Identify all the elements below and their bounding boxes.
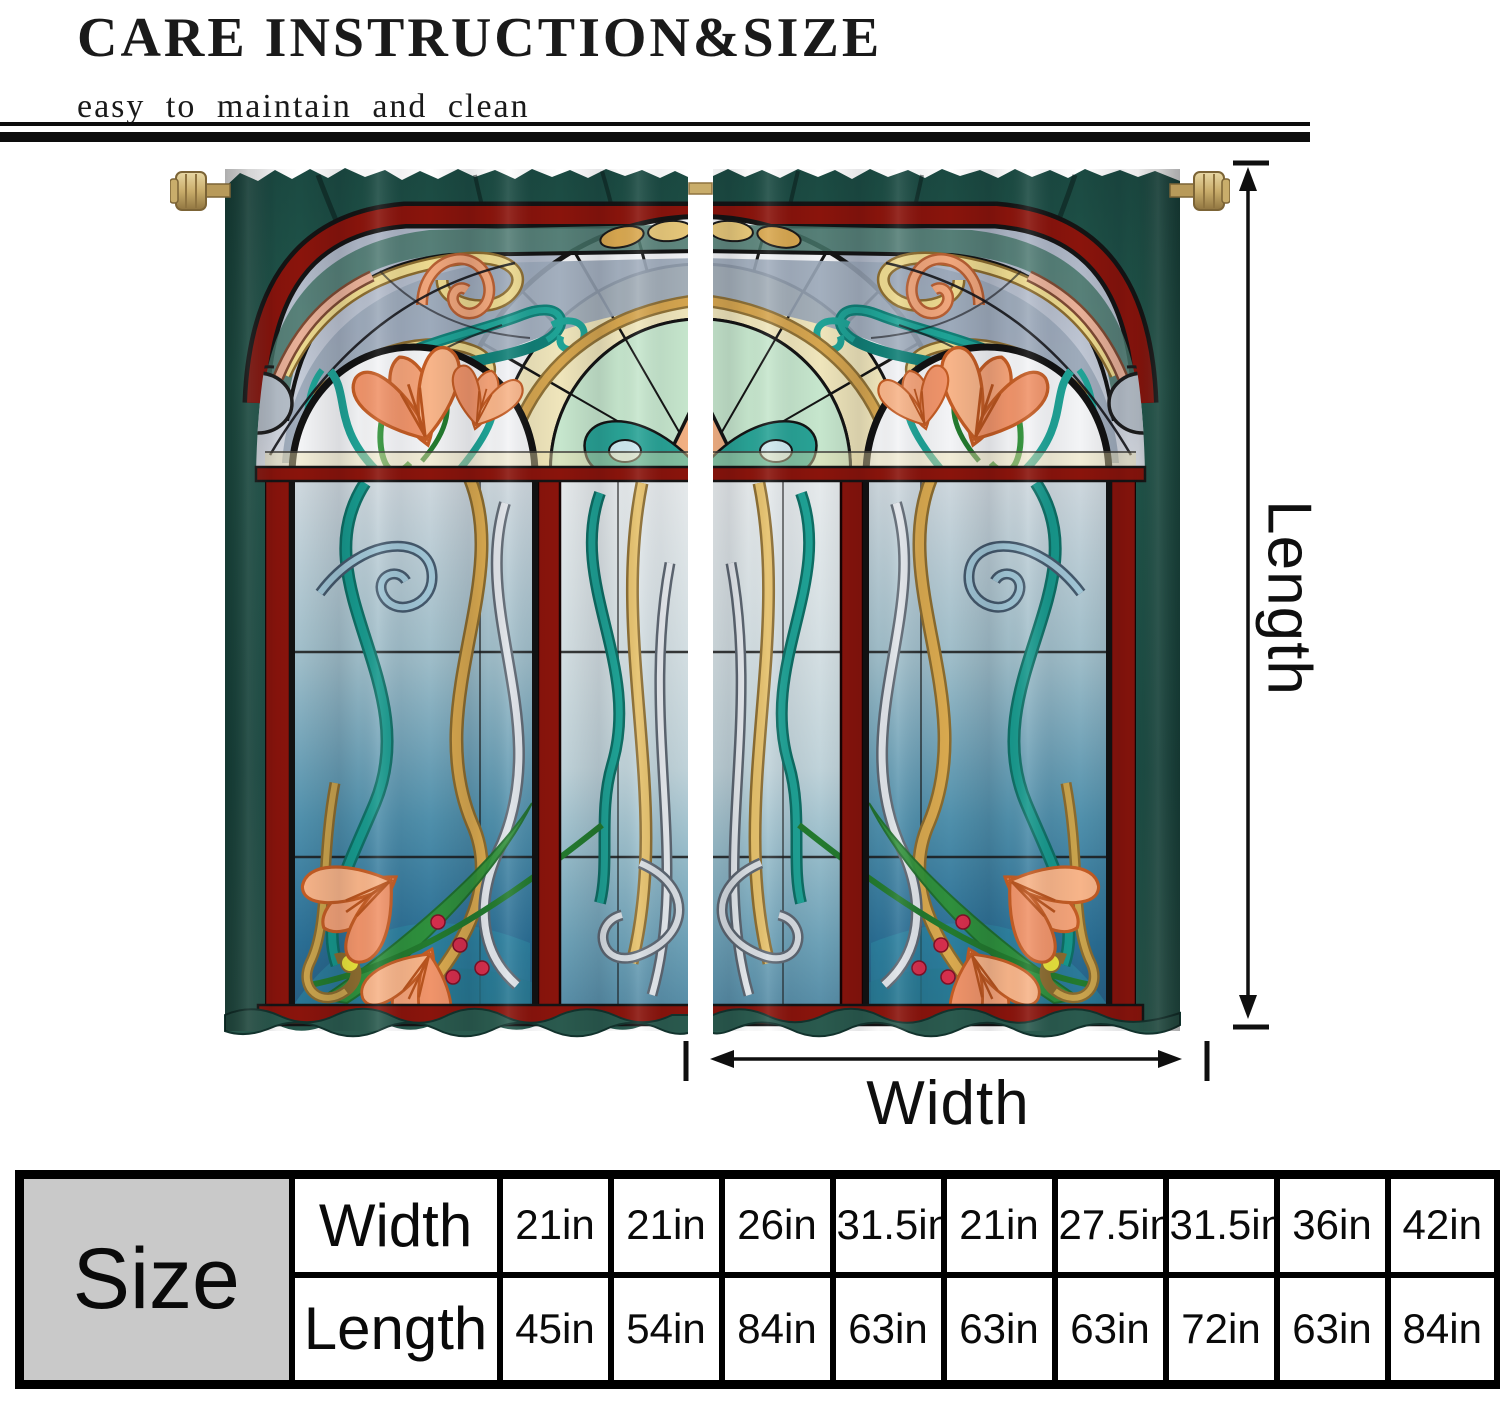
table-row-length: Length 45in 54in 84in 63in 63in 63in 72i…	[20, 1271, 1500, 1388]
rod-finial-right	[1169, 171, 1230, 211]
width-label: Width	[866, 1069, 1030, 1138]
rod-finial-left	[170, 171, 231, 211]
size-corner-cell: Size	[16, 1171, 295, 1388]
width-value: 21in	[940, 1171, 1058, 1278]
fold-shading-right	[713, 169, 1180, 1031]
width-value: 31.5in	[1162, 1171, 1280, 1278]
width-arrow	[683, 1041, 1210, 1081]
page-subtitle: easy to maintain and clean	[77, 88, 530, 125]
length-row-label: Length	[288, 1271, 503, 1388]
width-row-label: Width	[288, 1171, 503, 1278]
fold-shading-left	[225, 169, 688, 1031]
width-value: 42in	[1384, 1171, 1500, 1278]
length-value: 84in	[1384, 1271, 1500, 1388]
width-value: 26in	[718, 1171, 836, 1278]
width-value: 21in	[607, 1171, 725, 1278]
curtain-rod-segment	[688, 182, 713, 195]
length-value: 63in	[1273, 1271, 1391, 1388]
length-value: 63in	[940, 1271, 1058, 1388]
length-value: 54in	[607, 1271, 725, 1388]
divider-line-thick	[0, 132, 1310, 142]
length-value: 72in	[1162, 1271, 1280, 1388]
length-value: 63in	[1051, 1271, 1169, 1388]
length-arrow	[1233, 160, 1269, 1030]
curtain-hero-image	[170, 163, 1230, 1043]
length-value: 45in	[496, 1271, 614, 1388]
width-value: 31.5in	[829, 1171, 947, 1278]
length-label: Length	[1254, 500, 1324, 696]
length-value: 84in	[718, 1271, 836, 1388]
width-value: 27.5in	[1051, 1171, 1169, 1278]
length-value: 63in	[829, 1271, 947, 1388]
size-table: Size Width 21in 21in 26in 31.5in 21in 27…	[15, 1170, 1500, 1389]
divider-line-thin	[0, 122, 1310, 126]
table-row-width: Size Width 21in 21in 26in 31.5in 21in 27…	[16, 1171, 1500, 1388]
width-value: 21in	[496, 1171, 614, 1278]
width-value: 36in	[1273, 1171, 1391, 1278]
panel-gap	[688, 163, 713, 1043]
page-title: CARE INSTRUCTION&SIZE	[77, 7, 883, 69]
